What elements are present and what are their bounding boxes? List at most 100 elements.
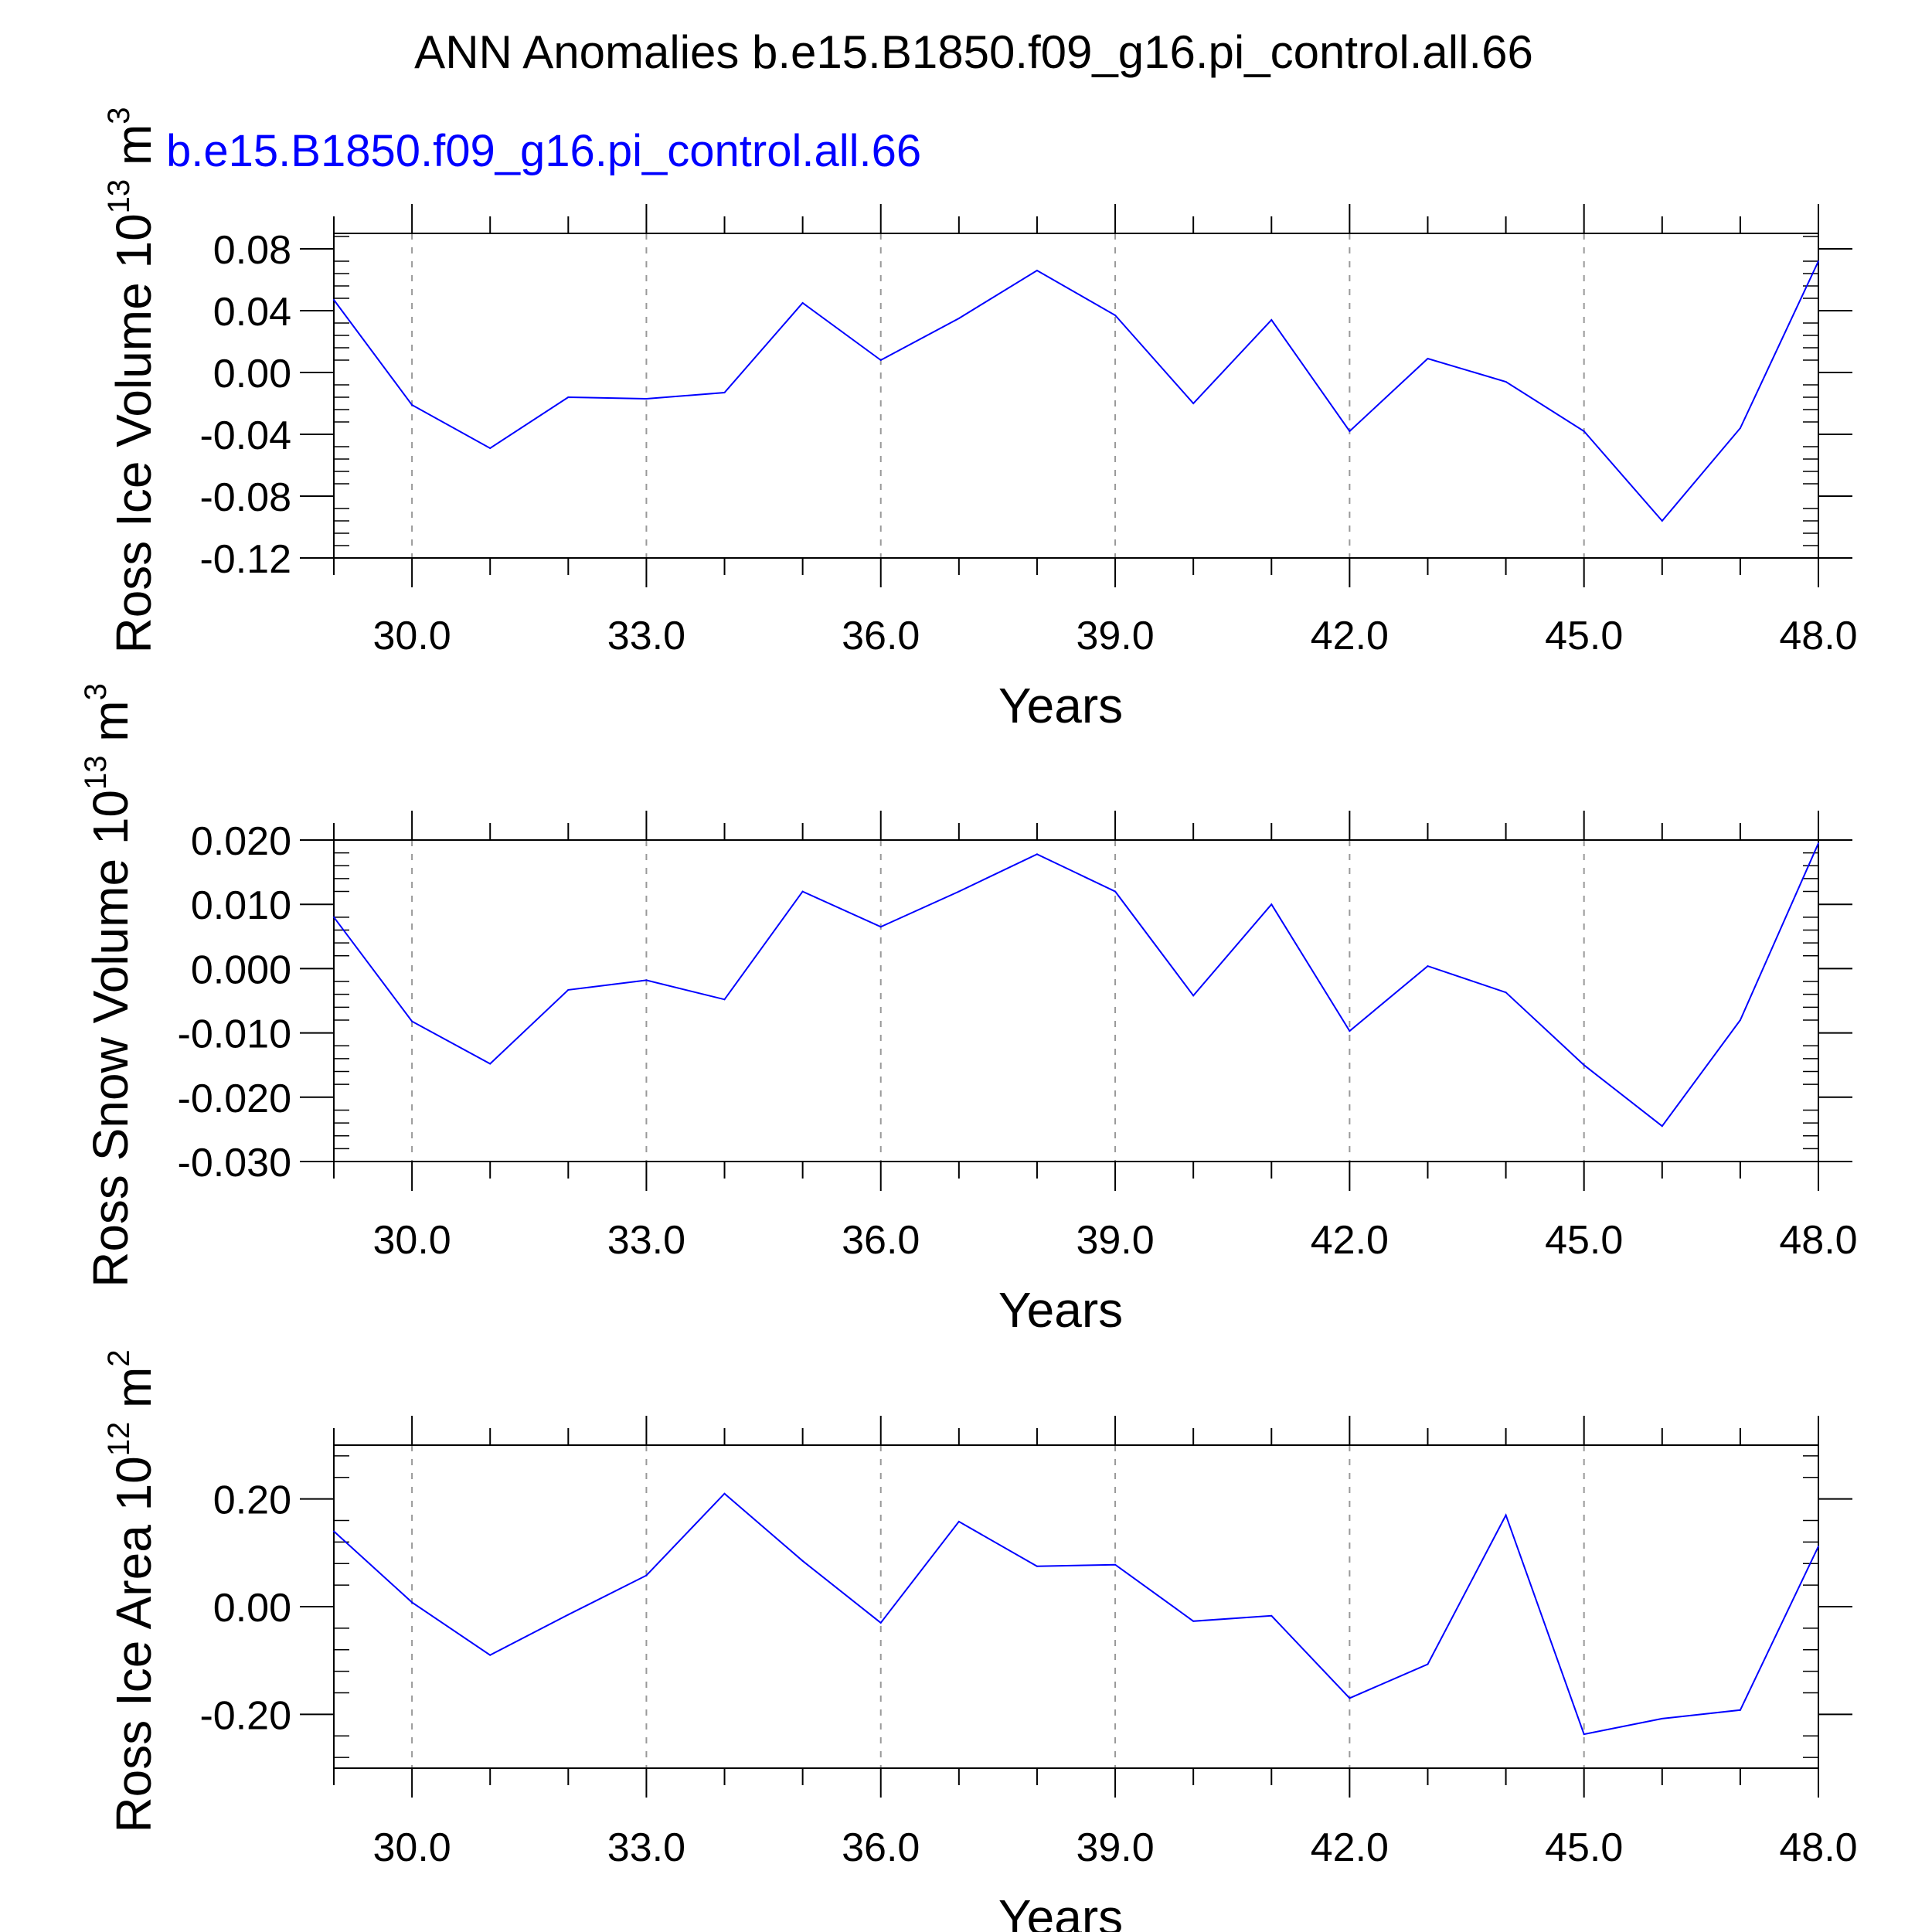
x-tick-label: 45.0 — [1545, 1218, 1623, 1263]
y-axis-title-superscript: 13 — [79, 755, 113, 790]
data-point — [957, 1520, 960, 1522]
y-axis-title-part: Ross Ice Volume 10 — [106, 213, 162, 653]
y-tick-label: -0.12 — [199, 537, 291, 582]
plot-frame — [333, 1444, 1819, 1769]
x-tick-label: 39.0 — [1076, 1825, 1154, 1870]
y-tick-label: -0.20 — [199, 1693, 291, 1738]
data-point — [1036, 853, 1038, 855]
y-axis-title: Ross Ice Volume 1013 m3 — [102, 107, 162, 653]
data-point — [957, 890, 960, 893]
x-tick-label: 30.0 — [372, 1218, 451, 1263]
x-tick-label: 42.0 — [1311, 1825, 1389, 1870]
data-point — [645, 979, 648, 981]
y-axis-title-superscript: 12 — [102, 1422, 136, 1457]
x-tick-label: 45.0 — [1545, 614, 1623, 658]
data-point — [879, 359, 882, 361]
y-tick-label: -0.020 — [178, 1077, 291, 1121]
data-point — [1739, 1019, 1741, 1021]
data-point — [411, 404, 413, 406]
data-point — [723, 998, 726, 1001]
x-axis-title: Years — [998, 678, 1123, 733]
x-tick-label: 45.0 — [1545, 1825, 1623, 1870]
data-point — [1349, 430, 1351, 432]
data-point — [1505, 992, 1507, 994]
plot-frame — [333, 839, 1819, 1162]
data-point — [489, 1654, 492, 1656]
y-axis-title: Ross Snow Volume 1013 m3 — [79, 683, 138, 1287]
y-tick-label: -0.08 — [199, 475, 291, 520]
data-point — [1270, 1614, 1273, 1617]
data-point — [1661, 1125, 1663, 1128]
data-point — [333, 916, 335, 918]
data-point — [567, 988, 570, 991]
data-point — [1036, 270, 1038, 271]
data-point — [489, 1063, 492, 1065]
data-point — [1583, 1064, 1585, 1066]
data-point — [723, 392, 726, 393]
data-point — [1349, 1697, 1351, 1699]
data-point — [489, 447, 492, 449]
data-point — [1661, 1717, 1663, 1719]
data-point — [1818, 260, 1819, 262]
data-point — [1349, 1030, 1351, 1032]
panels: -0.12 -0.08 -0.04 0.00 0.04 0.08 30.0 33.0 36.0 3… — [79, 107, 1858, 1932]
data-point — [1114, 315, 1117, 316]
data-point — [1818, 842, 1819, 845]
x-tick-label: 42.0 — [1311, 1218, 1389, 1263]
legend-label: b.e15.B1850.f09_g16.pi_control.all.66 — [166, 126, 921, 176]
data-point — [1192, 1620, 1195, 1622]
y-tick-label: 0.010 — [191, 883, 291, 928]
series-line — [333, 1492, 1819, 1736]
data-point — [1583, 1733, 1585, 1736]
x-tick-label: 36.0 — [842, 1218, 920, 1263]
data-point — [645, 1574, 648, 1577]
data-point — [1583, 430, 1585, 432]
data-point — [723, 1492, 726, 1495]
x-tick-label: 30.0 — [372, 614, 451, 658]
data-point — [1036, 1565, 1038, 1567]
plot-frame — [333, 233, 1819, 559]
y-tick-label: 0.020 — [191, 819, 291, 864]
data-point — [1427, 965, 1429, 968]
data-point — [411, 1601, 413, 1604]
data-point — [1114, 890, 1117, 893]
x-tick-label: 33.0 — [607, 1218, 685, 1263]
data-point — [1505, 381, 1507, 383]
x-tick-label: 39.0 — [1076, 614, 1154, 658]
y-axis-title-part: m — [106, 124, 162, 179]
panel-2: -0.030 -0.020 -0.010 0.000 0.010 0.020 30.0 33.… — [79, 683, 1858, 1338]
y-tick-label: 0.04 — [213, 290, 291, 335]
x-tick-label: 36.0 — [842, 1825, 920, 1870]
y-tick-label: 0.000 — [191, 947, 291, 992]
y-tick-label: -0.030 — [178, 1141, 291, 1185]
x-tick-label: 48.0 — [1779, 1218, 1857, 1263]
y-tick-label: -0.04 — [199, 413, 291, 458]
series-line — [333, 260, 1819, 522]
data-point — [333, 299, 335, 301]
y-axis-title-part: Ross Ice Area 10 — [106, 1456, 162, 1832]
figure-title: ANN Anomalies b.e15.B1850.f09_g16.pi_con… — [414, 26, 1533, 78]
data-point — [1427, 358, 1429, 359]
y-axis-title-superscript: 3 — [102, 107, 136, 124]
data-point — [1192, 403, 1195, 404]
data-point — [567, 1614, 570, 1616]
y-axis-title-part: m — [83, 700, 138, 755]
y-tick-label: 0.08 — [213, 228, 291, 273]
data-point — [1192, 995, 1195, 997]
y-axis-title-superscript: 3 — [79, 683, 113, 700]
x-tick-label: 30.0 — [372, 1825, 451, 1870]
x-tick-label: 33.0 — [607, 614, 685, 658]
y-axis-title-part: m — [106, 1367, 162, 1422]
x-tick-label: 48.0 — [1779, 614, 1857, 658]
x-axis-title: Years — [998, 1889, 1123, 1932]
data-point — [1114, 1563, 1117, 1566]
data-point — [801, 890, 804, 893]
data-point — [879, 926, 882, 928]
data-point — [957, 318, 960, 319]
x-tick-label: 33.0 — [607, 1825, 685, 1870]
y-tick-label: -0.010 — [178, 1012, 291, 1057]
data-point — [1270, 319, 1273, 321]
x-axis-title: Years — [998, 1282, 1123, 1338]
data-point — [567, 396, 570, 398]
